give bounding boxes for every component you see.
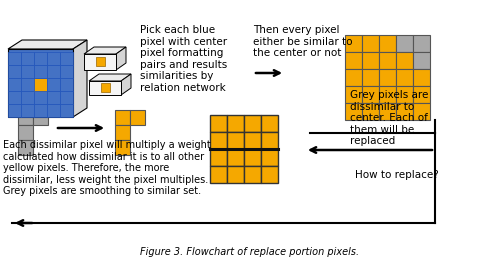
Bar xyxy=(396,52,413,69)
Bar xyxy=(413,35,430,52)
Polygon shape xyxy=(121,74,131,95)
Bar xyxy=(244,166,261,183)
Bar xyxy=(244,132,261,149)
Bar xyxy=(362,69,379,86)
Bar xyxy=(379,52,396,69)
Bar xyxy=(345,103,362,120)
Bar xyxy=(47,52,60,65)
Bar xyxy=(362,103,379,120)
Bar xyxy=(379,86,396,103)
Bar xyxy=(21,104,34,117)
Bar xyxy=(227,166,244,183)
Bar xyxy=(115,125,130,140)
Bar xyxy=(261,149,278,166)
Bar xyxy=(115,110,130,125)
Polygon shape xyxy=(8,40,87,49)
Bar xyxy=(396,35,413,52)
Bar xyxy=(21,78,34,91)
Bar xyxy=(47,78,60,91)
Bar xyxy=(60,104,73,117)
Bar xyxy=(60,65,73,78)
Text: Each dissimilar pixel will multiply a weight
calculated how dissimilar it is to : Each dissimilar pixel will multiply a we… xyxy=(3,140,211,196)
Bar xyxy=(60,52,73,65)
Bar xyxy=(34,52,47,65)
Bar xyxy=(244,115,261,132)
Bar xyxy=(34,78,47,91)
Bar xyxy=(261,166,278,183)
Bar xyxy=(413,103,430,120)
Bar xyxy=(227,149,244,166)
Bar xyxy=(96,57,105,66)
Bar xyxy=(47,91,60,104)
Polygon shape xyxy=(84,47,126,54)
Bar xyxy=(345,52,362,69)
Text: Pick each blue
pixel with center
pixel formatting
pairs and results
similarities: Pick each blue pixel with center pixel f… xyxy=(140,25,227,93)
Bar xyxy=(244,149,261,166)
Text: Grey pixels are
dissimilar to
center. Each of
them will be
replaced: Grey pixels are dissimilar to center. Ea… xyxy=(350,90,428,146)
Bar xyxy=(362,52,379,69)
Text: How to replace?: How to replace? xyxy=(355,170,439,180)
Bar xyxy=(413,69,430,86)
Bar xyxy=(413,52,430,69)
Bar xyxy=(130,110,145,125)
Bar xyxy=(60,78,73,91)
Bar xyxy=(34,104,47,117)
Bar xyxy=(413,86,430,103)
Bar xyxy=(396,69,413,86)
Bar xyxy=(8,52,21,65)
Bar xyxy=(379,35,396,52)
Bar xyxy=(210,132,227,149)
Bar xyxy=(261,132,278,149)
Bar xyxy=(8,91,21,104)
Bar xyxy=(379,69,396,86)
Bar xyxy=(227,132,244,149)
Polygon shape xyxy=(73,40,87,117)
Bar xyxy=(227,115,244,132)
Bar xyxy=(362,35,379,52)
Bar xyxy=(21,52,34,65)
Polygon shape xyxy=(89,74,131,81)
Bar xyxy=(261,115,278,132)
Bar xyxy=(345,86,362,103)
Bar xyxy=(396,86,413,103)
Bar xyxy=(362,86,379,103)
Bar xyxy=(89,81,121,95)
Bar xyxy=(8,104,21,117)
Bar xyxy=(210,149,227,166)
Text: Then every pixel
either be similar to
the center or not: Then every pixel either be similar to th… xyxy=(253,25,352,58)
Bar xyxy=(21,91,34,104)
Bar xyxy=(8,78,21,91)
Polygon shape xyxy=(116,47,126,70)
Bar xyxy=(396,103,413,120)
Bar xyxy=(210,166,227,183)
Bar xyxy=(18,125,33,140)
Bar xyxy=(84,54,116,70)
Bar xyxy=(18,110,33,125)
Bar xyxy=(60,91,73,104)
Bar xyxy=(115,140,130,155)
Bar xyxy=(379,103,396,120)
Bar xyxy=(8,65,21,78)
Bar xyxy=(345,69,362,86)
Bar xyxy=(21,65,34,78)
Bar xyxy=(101,83,110,92)
Bar xyxy=(210,115,227,132)
Bar xyxy=(33,110,48,125)
Bar xyxy=(18,140,33,155)
Bar xyxy=(34,91,47,104)
Bar xyxy=(345,35,362,52)
Bar xyxy=(47,65,60,78)
Bar xyxy=(8,49,73,117)
Bar xyxy=(34,65,47,78)
Text: Figure 3. Flowchart of replace portion pixels.: Figure 3. Flowchart of replace portion p… xyxy=(140,247,360,257)
Bar xyxy=(47,104,60,117)
